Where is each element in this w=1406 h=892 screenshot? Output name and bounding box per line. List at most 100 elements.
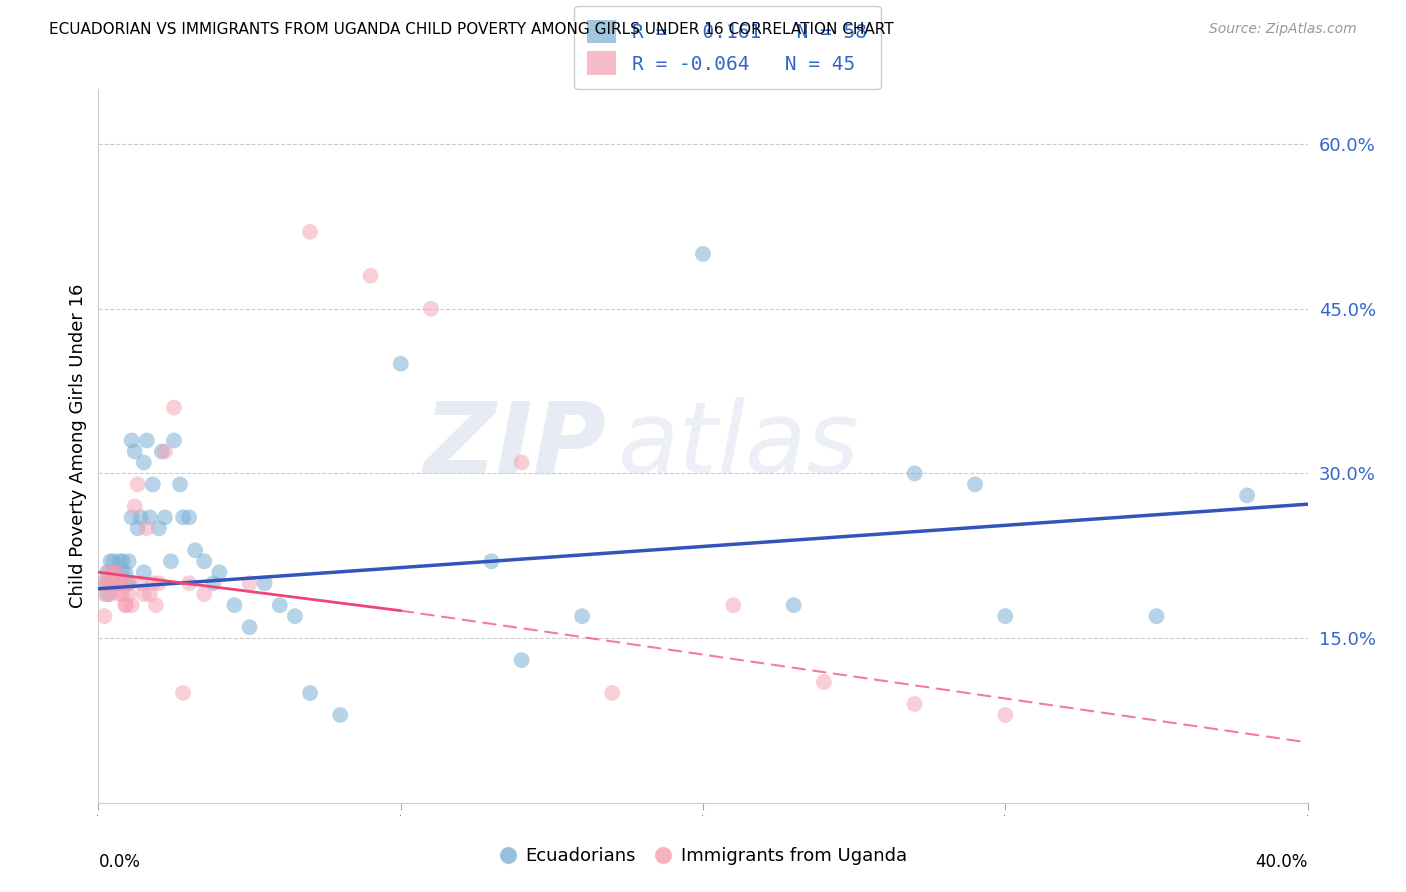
Point [299, 225, 322, 239]
Point [510, 653, 533, 667]
Point [90, 576, 112, 591]
Point [783, 598, 806, 612]
Point [118, 554, 141, 568]
Point [105, 576, 128, 591]
Point [108, 576, 131, 591]
Point [121, 598, 143, 612]
Point [184, 543, 207, 558]
Point [172, 510, 194, 524]
Point [105, 576, 128, 591]
Point [118, 576, 141, 591]
Point [100, 576, 122, 591]
Point [208, 566, 231, 580]
Point [160, 554, 183, 568]
Point [118, 576, 141, 591]
Point [96, 587, 118, 601]
Text: 0.0%: 0.0% [98, 853, 141, 871]
Point [1236, 488, 1258, 502]
Point [1144, 609, 1167, 624]
Point [121, 510, 143, 524]
Point [108, 554, 131, 568]
Point [132, 566, 155, 580]
Point [127, 477, 149, 491]
Point [163, 401, 186, 415]
Point [299, 686, 322, 700]
Point [96, 576, 118, 591]
Point [96, 566, 118, 580]
Point [111, 587, 134, 601]
Point [118, 587, 141, 601]
Point [108, 576, 131, 591]
Point [93, 587, 115, 601]
Point [994, 708, 1017, 723]
Point [510, 455, 533, 469]
Point [124, 444, 146, 458]
Point [129, 576, 152, 591]
Point [994, 609, 1017, 624]
Point [100, 587, 122, 601]
Point [169, 477, 191, 491]
Point [93, 609, 115, 624]
Point [153, 444, 176, 458]
Point [571, 609, 593, 624]
Text: Source: ZipAtlas.com: Source: ZipAtlas.com [1209, 22, 1357, 37]
Point [179, 576, 201, 591]
Point [329, 708, 352, 723]
Point [139, 510, 162, 524]
Point [103, 576, 125, 591]
Point [904, 467, 927, 481]
Point [602, 686, 624, 700]
Text: ZIP: ZIP [423, 398, 606, 494]
Point [148, 521, 170, 535]
Point [103, 566, 125, 580]
Point [148, 576, 170, 591]
Point [163, 434, 186, 448]
Point [139, 587, 162, 601]
Point [100, 554, 122, 568]
Point [105, 566, 128, 580]
Point [360, 268, 382, 283]
Point [389, 357, 412, 371]
Point [105, 566, 128, 580]
Point [103, 566, 125, 580]
Point [481, 554, 503, 568]
Point [114, 576, 136, 591]
Point [135, 521, 157, 535]
Point [93, 576, 115, 591]
Point [132, 587, 155, 601]
Text: ECUADORIAN VS IMMIGRANTS FROM UGANDA CHILD POVERTY AMONG GIRLS UNDER 16 CORRELAT: ECUADORIAN VS IMMIGRANTS FROM UGANDA CHI… [49, 22, 894, 37]
Point [103, 576, 125, 591]
Point [111, 576, 134, 591]
Point [813, 675, 835, 690]
Point [114, 598, 136, 612]
Point [692, 247, 714, 261]
Text: 40.0%: 40.0% [1256, 853, 1308, 871]
Point [145, 598, 167, 612]
Point [239, 620, 262, 634]
Point [127, 521, 149, 535]
Point [224, 598, 246, 612]
Point [103, 554, 125, 568]
Point [193, 587, 215, 601]
Y-axis label: Child Poverty Among Girls Under 16: Child Poverty Among Girls Under 16 [69, 284, 87, 608]
Legend: Ecuadorians, Immigrants from Uganda: Ecuadorians, Immigrants from Uganda [491, 840, 915, 872]
Point [108, 587, 131, 601]
Point [114, 598, 136, 612]
Point [111, 554, 134, 568]
Point [142, 477, 165, 491]
Text: atlas: atlas [619, 398, 860, 494]
Point [420, 301, 443, 316]
Point [904, 697, 927, 711]
Point [269, 598, 291, 612]
Point [142, 576, 165, 591]
Point [193, 554, 215, 568]
Point [172, 686, 194, 700]
Point [100, 576, 122, 591]
Point [150, 444, 173, 458]
Point [723, 598, 745, 612]
Point [253, 576, 276, 591]
Point [179, 510, 201, 524]
Point [96, 566, 118, 580]
Point [202, 576, 225, 591]
Point [114, 566, 136, 580]
